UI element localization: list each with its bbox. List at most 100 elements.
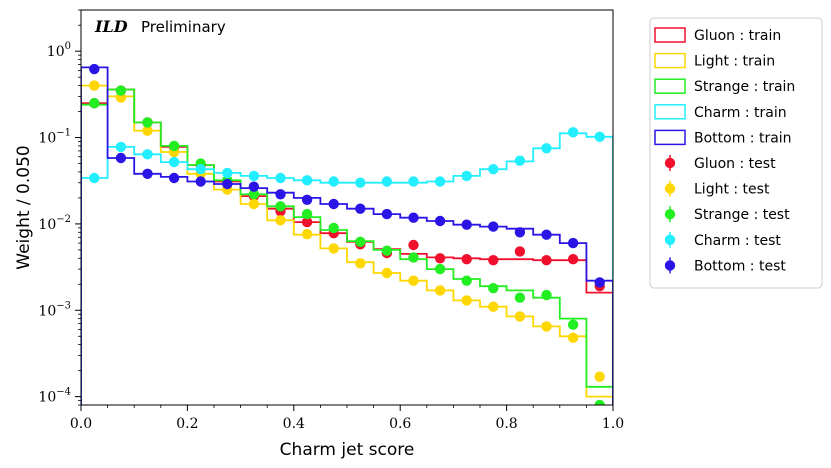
x-tick-label: 1.0 bbox=[602, 416, 624, 432]
legend-label-strange-test: Strange : test bbox=[694, 207, 790, 223]
data-point-charm-test bbox=[275, 172, 286, 184]
data-point-light-test bbox=[461, 295, 472, 306]
data-point-gluon-test bbox=[541, 255, 552, 266]
y-tick-label: 100 bbox=[47, 41, 71, 60]
data-point-bottom-test bbox=[488, 221, 499, 232]
plot-inner bbox=[81, 63, 613, 405]
data-point-strange-test bbox=[301, 208, 313, 220]
data-point-light-test bbox=[301, 229, 313, 240]
legend-label-charm-test: Charm : test bbox=[694, 233, 781, 249]
legend-swatch-bottom-train bbox=[654, 129, 686, 146]
data-point-strange-test bbox=[115, 85, 127, 96]
legend-marker-bottom-test bbox=[664, 260, 676, 271]
legend-marker-gluon-test bbox=[664, 157, 676, 169]
plot-area bbox=[81, 63, 613, 405]
data-point-charm-test bbox=[408, 176, 419, 187]
legend-label-bottom-train: Bottom : train bbox=[694, 130, 792, 146]
data-point-bottom-test bbox=[514, 227, 526, 238]
axes: 0.0 0.2 0.4 0.6 0.8 1.0 10−4 10−3 10−2 10−1 100 Cha… bbox=[14, 9, 624, 460]
data-point-strange-test bbox=[567, 319, 579, 330]
data-point-bottom-test bbox=[248, 181, 260, 192]
data-point-light-test bbox=[248, 198, 260, 210]
y-tick-label: 10−3 bbox=[38, 300, 71, 319]
data-point-strange-test bbox=[89, 98, 100, 109]
data-point-strange-test bbox=[514, 292, 526, 303]
data-point-light-test bbox=[355, 258, 366, 269]
data-point-strange-test bbox=[275, 201, 286, 212]
data-point-light-test bbox=[488, 301, 499, 312]
data-point-light-test bbox=[142, 125, 153, 136]
data-point-light-test bbox=[408, 275, 419, 286]
data-point-strange-test bbox=[381, 245, 393, 256]
data-point-bottom-test bbox=[115, 152, 127, 164]
legend-swatch-charm-train bbox=[654, 104, 686, 120]
legend: Gluon : train Light : train Strange : trai… bbox=[649, 17, 823, 289]
data-point-bottom-test bbox=[541, 229, 552, 240]
annotation: ILD Preliminary bbox=[94, 17, 226, 36]
legend-label-gluon-train: Gluon : train bbox=[694, 28, 781, 44]
data-point-light-test bbox=[89, 80, 100, 91]
data-point-strange-test bbox=[461, 275, 472, 286]
data-point-strange-test bbox=[594, 399, 605, 405]
data-point-light-test bbox=[275, 215, 286, 226]
experiment-label: ILD bbox=[94, 17, 128, 36]
data-point-strange-test bbox=[541, 289, 552, 301]
data-point-bottom-test bbox=[275, 189, 286, 200]
data-point-gluon-test bbox=[567, 254, 579, 265]
data-point-charm-test bbox=[222, 167, 233, 179]
legend-label-charm-train: Charm : train bbox=[694, 105, 787, 121]
data-point-charm-test bbox=[328, 176, 339, 187]
data-point-gluon-test bbox=[461, 254, 472, 265]
data-point-gluon-test bbox=[488, 255, 499, 266]
data-point-strange-test bbox=[328, 222, 339, 234]
data-point-charm-test bbox=[594, 131, 605, 142]
data-point-charm-test bbox=[142, 149, 153, 160]
data-point-strange-test bbox=[434, 263, 446, 275]
data-point-light-test bbox=[328, 243, 339, 254]
legend-label-gluon-test: Gluon : test bbox=[694, 156, 776, 172]
y-tick-label: 10−1 bbox=[38, 128, 71, 147]
x-tick-label: 0.8 bbox=[495, 416, 517, 432]
data-point-gluon-test bbox=[408, 239, 419, 251]
data-point-bottom-test bbox=[355, 203, 366, 214]
data-point-gluon-test bbox=[301, 216, 313, 228]
data-point-charm-test bbox=[89, 172, 100, 184]
legend-swatch-strange-train bbox=[654, 78, 686, 94]
data-point-bottom-test bbox=[594, 277, 605, 288]
series-line-strange-train bbox=[81, 88, 613, 405]
x-tick-label: 0.2 bbox=[176, 416, 198, 432]
data-point-charm-test bbox=[301, 175, 313, 186]
x-tick-label: 0.4 bbox=[283, 416, 305, 432]
data-point-strange-test bbox=[488, 283, 499, 294]
data-point-bottom-test bbox=[142, 168, 153, 179]
data-point-bottom-test bbox=[381, 208, 393, 220]
data-point-charm-test bbox=[248, 170, 260, 182]
data-point-strange-test bbox=[168, 140, 180, 152]
series-line-bottom-train bbox=[81, 66, 613, 405]
data-point-charm-test bbox=[567, 127, 579, 138]
legend-marker-strange-test bbox=[664, 209, 676, 220]
data-point-charm-test bbox=[488, 164, 499, 175]
data-point-light-test bbox=[381, 267, 393, 279]
data-point-bottom-test bbox=[567, 237, 579, 249]
data-point-charm-test bbox=[115, 141, 127, 153]
data-point-strange-test bbox=[355, 236, 366, 247]
data-point-charm-test bbox=[461, 170, 472, 182]
legend-swatch-gluon-train bbox=[654, 27, 686, 43]
y-tick-label: 10−2 bbox=[38, 214, 71, 233]
legend-label-light-train: Light : train bbox=[694, 54, 775, 70]
data-point-bottom-test bbox=[328, 198, 339, 210]
legend-marker-charm-test bbox=[664, 234, 676, 245]
legend-swatch-light-train bbox=[654, 52, 686, 69]
legend-box bbox=[649, 17, 823, 289]
series-line-charm-train bbox=[81, 132, 613, 405]
data-point-light-test bbox=[541, 321, 552, 332]
legend-label-bottom-test: Bottom : test bbox=[694, 258, 786, 274]
data-point-light-test bbox=[594, 371, 605, 382]
data-point-bottom-test bbox=[222, 178, 233, 190]
data-point-bottom-test bbox=[434, 215, 446, 227]
x-tick-label: 0.6 bbox=[389, 416, 411, 432]
y-tick-label: 10−4 bbox=[38, 387, 71, 406]
status-label: Preliminary bbox=[141, 18, 226, 36]
